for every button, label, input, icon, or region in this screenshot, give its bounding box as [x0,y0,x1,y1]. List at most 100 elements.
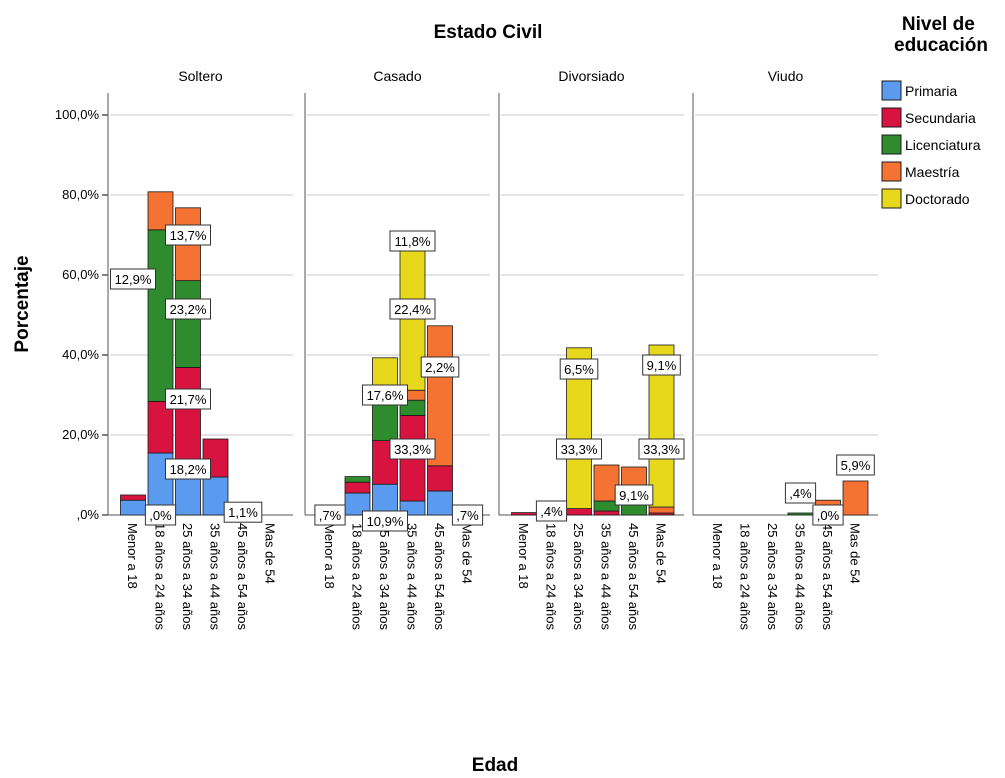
data-label-text: 1,1% [228,505,258,520]
legend-label: Primaria [905,83,957,99]
data-label-box [165,298,211,320]
data-label-text: 10,9% [367,514,404,529]
data-label: ,7% [314,504,346,526]
legend-swatch-maestría [881,161,902,182]
panels: Soltero Menor a 18 18 años a 24 años 25 año… [107,68,878,630]
x-tick-label: Mas de 54 [460,523,475,584]
data-label-text: 18,2% [170,462,207,477]
data-label: 33,3% [638,438,685,460]
data-label-box [314,504,346,526]
legend-title-line-1: Nivel de [902,14,975,35]
bar-segment-primaria [372,483,398,516]
data-label: 17,6% [362,384,408,406]
data-label-text: ,4% [540,504,563,519]
panel-divorsiado: Divorsiado Menor a 18 18 años a 24 años 25 … [498,68,685,630]
bar-segment-secundaria [427,465,453,492]
data-label-box [165,458,211,480]
data-label-box [638,438,685,460]
data-label: 22,4% [389,298,436,320]
data-label: ,0% [812,504,844,526]
data-label: 9,1% [614,484,654,506]
data-label-text: 33,3% [643,442,680,457]
x-tick-label: 18 años a 24 años [544,523,559,630]
y-tick-label: 100,0% [55,107,100,122]
panel-viudo: Viudo Menor a 18 18 años a 24 años 25 años … [692,68,878,630]
data-label-box [223,501,263,523]
data-label-text: 2,2% [425,360,455,375]
x-tick-label: 25 años a 34 años [377,523,392,630]
data-label-text: ,0% [817,508,840,523]
panel-soltero: Soltero Menor a 18 18 años a 24 años 25 año… [107,68,293,630]
data-label-box [642,354,681,376]
bar-segment-primaria [120,499,146,516]
data-label: 12,9% [110,268,156,290]
bar-segment-secundaria [175,366,201,461]
legend-label: Licenciatura [905,137,981,153]
data-label-box [165,224,211,246]
panel-title: Viudo [768,68,804,84]
y-tick-label: 60,0% [62,267,99,282]
y-axis-title: Porcentaje [12,255,33,352]
data-label: 21,7% [165,388,211,410]
legend-swatch-licenciatura [881,134,902,155]
legend-title-line-2: educación [894,35,988,56]
legend: Nivel de educación Primaria Secundaria Lic… [881,14,988,209]
x-tick-label: 45 años a 54 años [626,523,641,630]
data-label-box [144,504,177,526]
data-label: 1,1% [223,501,263,523]
data-label-text: 17,6% [367,388,404,403]
x-axis-title: Edad [472,755,518,776]
data-label: 23,2% [165,298,211,320]
data-label-box [614,484,654,506]
data-label: 6,5% [559,358,599,380]
panel-title: Soltero [178,68,223,84]
x-tick-label: 35 años a 44 años [599,523,614,630]
x-tick-label: Mas de 54 [654,523,669,584]
y-tick-label: ,0% [77,507,100,522]
bar-segment-secundaria [147,400,174,454]
data-label-text: ,7% [319,508,342,523]
legend-swatch-doctorado [881,188,902,209]
legend-label: Secundaria [905,110,976,126]
y-tick-label: 20,0% [62,427,99,442]
data-label: 33,3% [556,438,602,460]
bar-segment-secundaria [344,481,371,494]
legend-title: Nivel de educación [894,14,988,56]
data-label-text: ,0% [149,508,172,523]
x-tick-label: Mas de 54 [848,523,863,584]
data-label-box [535,500,568,522]
bar-segment-secundaria [593,510,620,516]
bar-segment-secundaria [120,494,146,501]
data-label-box [451,504,484,526]
data-label: 5,9% [836,454,875,476]
bar-segment-maestría [648,506,675,514]
data-label-text: 6,5% [564,362,594,377]
x-tick-label: Menor a 18 [125,523,140,589]
bar-segment-licenciatura [787,512,814,516]
data-label-text: 9,1% [619,488,649,503]
data-label: ,0% [144,504,177,526]
data-label-text: 11,8% [395,234,431,249]
x-tick-label: 35 años a 44 años [793,523,808,630]
data-label-box [784,482,817,504]
data-label-box [836,454,875,476]
data-label: 9,1% [642,354,681,376]
legend-label: Maestría [905,164,960,180]
data-label-box [812,504,844,526]
data-label-text: 12,9% [115,272,152,287]
data-label-box [389,230,436,252]
data-label-text: 33,3% [561,442,598,457]
data-label: 18,2% [165,458,211,480]
panel-casado: Casado Menor a 18 18 años a 24 años 25 años… [304,68,490,630]
data-label-text: 23,2% [170,302,207,317]
legend-swatch-secundaria [881,107,902,128]
data-label-text: 9,1% [647,358,677,373]
data-label: 10,9% [362,510,408,532]
panel-group-title: Estado Civil [434,22,543,43]
data-label-box [362,384,408,406]
x-tick-label: 18 años a 24 años [738,523,753,630]
panel-title: Divorsiado [558,68,624,84]
x-tick-label: Menor a 18 [516,523,531,589]
x-tick-label: 25 años a 34 años [180,523,195,630]
